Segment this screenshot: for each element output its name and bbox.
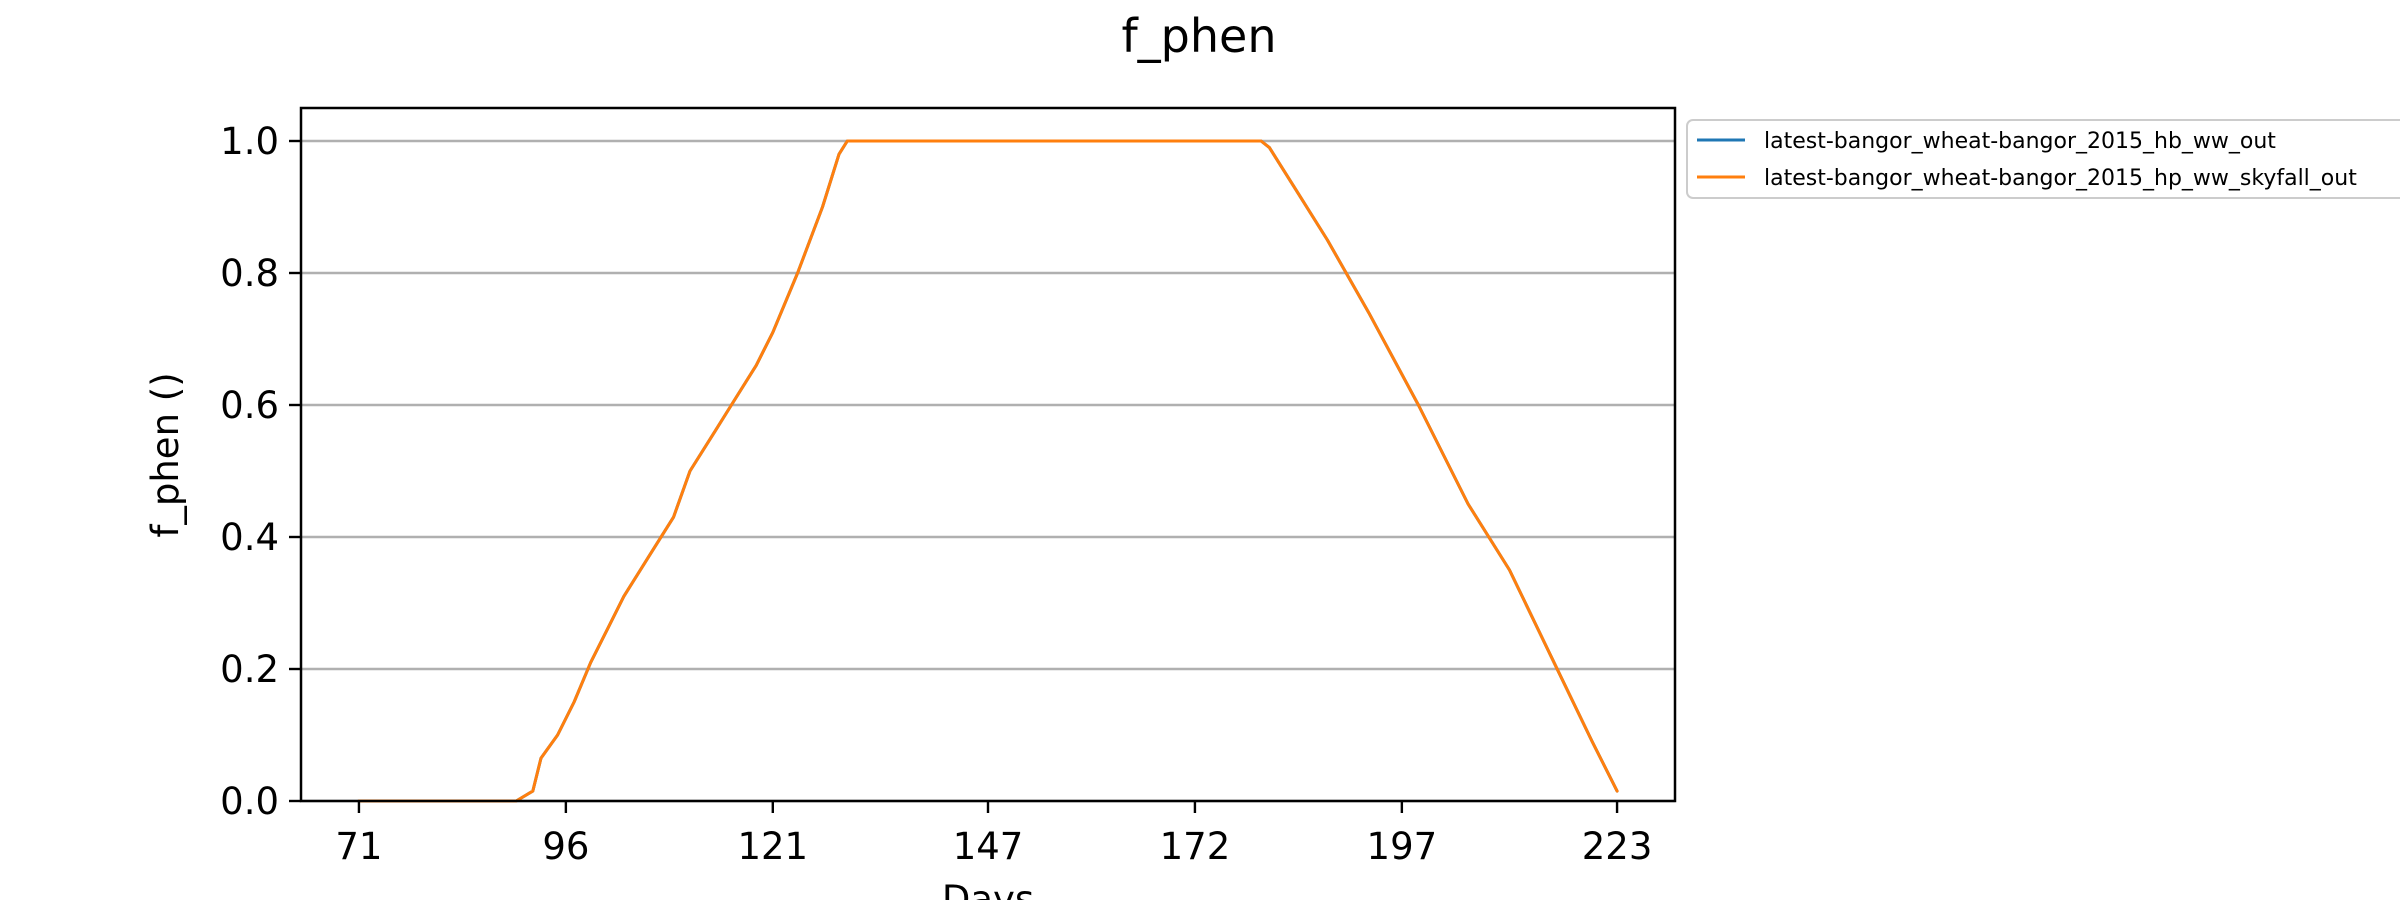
y-tick-label-3: 0.6 <box>220 384 279 427</box>
chart-title: f_phen <box>1121 9 1276 63</box>
y-tick-label-1: 0.2 <box>220 648 279 691</box>
series-layer <box>357 139 1619 803</box>
y-tick-label-5: 1.0 <box>220 120 279 163</box>
y-tick-label-2: 0.4 <box>220 516 279 559</box>
x-tick-label-6: 223 <box>1582 825 1653 868</box>
x-tick-label-3: 147 <box>953 825 1024 868</box>
legend-label-hp-ww-skyfall-out: latest-bangor_wheat-bangor_2015_hp_ww_sk… <box>1764 166 2357 191</box>
x-tick-label-1: 96 <box>542 825 589 868</box>
y-tick-label-4: 0.8 <box>220 252 279 295</box>
x-tick-label-4: 172 <box>1160 825 1231 868</box>
gridlines <box>301 139 1675 803</box>
x-axis-label: Days <box>942 878 1034 900</box>
x-tick-label-5: 197 <box>1367 825 1438 868</box>
y-axis-label: f_phen () <box>144 372 187 537</box>
y-axis-ticks: 0.0 0.2 0.4 0.6 0.8 1.0 <box>220 120 301 823</box>
y-tick-label-0: 0.0 <box>220 780 279 823</box>
legend-frame <box>1686 119 2400 199</box>
x-tick-label-2: 121 <box>737 825 808 868</box>
series-line-0 <box>357 139 1619 803</box>
plot-frame <box>299 106 1677 803</box>
legend: latest-bangor_wheat-bangor_2015_hb_ww_ou… <box>1686 119 2400 199</box>
series-line-1 <box>357 139 1619 803</box>
legend-label-hb-ww-out: latest-bangor_wheat-bangor_2015_hb_ww_ou… <box>1764 129 2276 154</box>
x-axis-ticks: 71 96 121 147 172 197 223 <box>335 801 1652 868</box>
x-tick-label-0: 71 <box>335 825 382 868</box>
